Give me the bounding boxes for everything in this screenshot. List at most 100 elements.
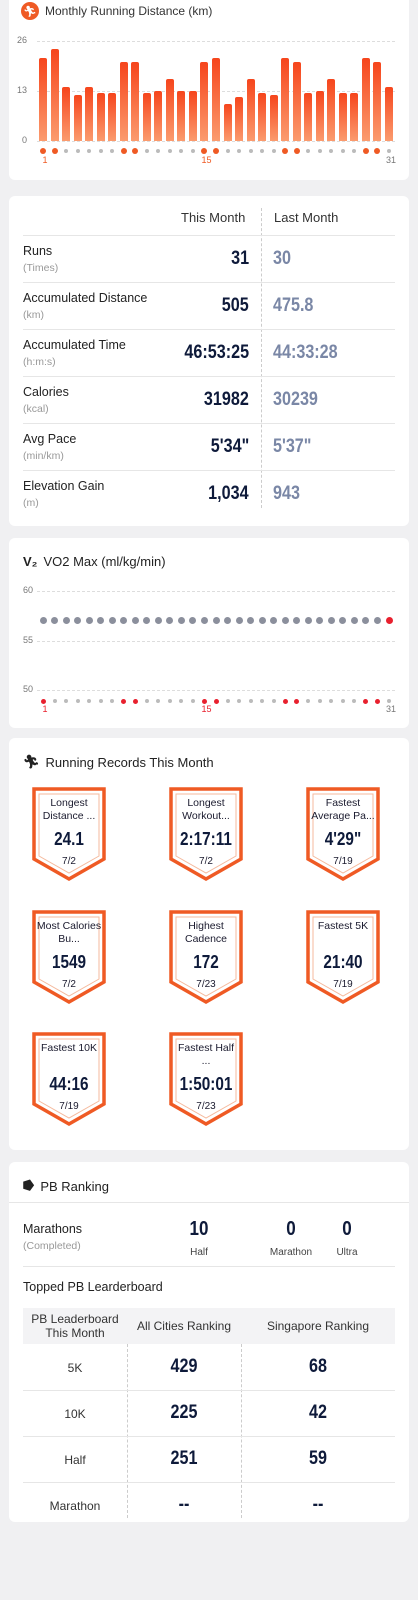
vo2-point[interactable] — [85, 617, 93, 625]
vo2-point[interactable] — [131, 617, 139, 625]
summary-this-month-value: 505 — [222, 295, 249, 316]
distance-bar[interactable] — [338, 92, 347, 141]
distance-bar[interactable] — [304, 92, 313, 141]
vo2-point[interactable] — [373, 617, 381, 625]
vo2-point[interactable] — [339, 617, 347, 625]
summary-row: Accumulated Time (h:m:s) 46:53:25 44:33:28 — [9, 330, 409, 377]
vo2-point[interactable] — [177, 617, 185, 625]
record-badge[interactable]: Fastest 10K 44:16 7/19 — [30, 1030, 108, 1127]
table-row-label: 10K — [64, 1407, 86, 1421]
table-row-label: Marathon — [49, 1499, 101, 1513]
distance-bar[interactable] — [108, 92, 117, 141]
distance-bar[interactable] — [119, 62, 128, 141]
distance-bar[interactable] — [50, 48, 59, 141]
vo2-point[interactable] — [154, 617, 162, 625]
vo2-point[interactable] — [200, 617, 208, 625]
distance-bar[interactable] — [142, 92, 151, 141]
vo2-point[interactable] — [327, 617, 335, 625]
distance-bar[interactable] — [315, 91, 324, 141]
distance-bar[interactable] — [188, 91, 197, 141]
distance-bar[interactable] — [39, 58, 47, 141]
distance-bar-chart[interactable]: 26 13 0 1 15 31 — [9, 0, 409, 180]
vo2-point[interactable] — [316, 617, 324, 625]
vo2-point[interactable] — [108, 617, 116, 625]
vo2-point[interactable] — [304, 617, 312, 625]
vo2-point[interactable] — [270, 617, 278, 625]
vo2-point[interactable] — [62, 617, 70, 625]
pb-title: PB Ranking — [40, 1178, 109, 1194]
distance-bar[interactable] — [212, 58, 220, 141]
distance-bar[interactable] — [165, 79, 174, 141]
distance-bar[interactable] — [96, 92, 105, 141]
distance-bar[interactable] — [361, 58, 370, 141]
distance-bar[interactable] — [200, 62, 209, 141]
vo2-point[interactable] — [143, 617, 151, 625]
vo2-point[interactable] — [350, 617, 358, 625]
vo2-point[interactable] — [39, 617, 47, 625]
distance-bar[interactable] — [246, 79, 255, 141]
record-badge[interactable]: Fastest Average Pa... 4'29" 7/19 — [304, 785, 382, 882]
grid-line — [37, 640, 395, 642]
record-value: 172 — [193, 952, 219, 972]
marathon-count-value: 0 — [286, 1218, 296, 1240]
distance-bar[interactable] — [258, 92, 267, 141]
vo2-point[interactable] — [74, 617, 82, 625]
summary-row-label: Accumulated Distance — [23, 291, 148, 305]
distance-bar[interactable] — [292, 62, 301, 141]
vo2-point[interactable] — [247, 617, 255, 625]
distance-bar[interactable] — [327, 79, 336, 141]
day-dot — [87, 699, 92, 703]
divider — [23, 1266, 395, 1267]
records-card: 🏃︎ Running Records This Month Longest Di… — [9, 738, 409, 1150]
vo2-point[interactable] — [224, 617, 232, 625]
summary-row-label: Runs — [23, 244, 53, 258]
distance-bar[interactable] — [223, 104, 232, 141]
day-dot — [352, 149, 357, 153]
distance-bar[interactable] — [350, 92, 359, 141]
day-dot — [156, 149, 161, 153]
distance-bar[interactable] — [85, 87, 94, 141]
vo2-point[interactable] — [189, 617, 197, 625]
distance-bar[interactable] — [269, 94, 278, 141]
vo2-point[interactable] — [235, 617, 243, 625]
distance-bar[interactable] — [154, 91, 163, 141]
vo2-point[interactable] — [258, 617, 266, 625]
x-tick-label: 1 — [42, 704, 48, 714]
record-badge[interactable]: Fastest 5K 21:40 7/19 — [304, 908, 382, 1005]
records-title: Running Records This Month — [45, 754, 214, 770]
record-title: Fastest 10K — [40, 1042, 98, 1054]
record-badge[interactable]: Highest Cadence 172 7/23 — [167, 908, 245, 1005]
record-badge[interactable]: Fastest Half ... 1:50:01 7/23 — [167, 1030, 245, 1127]
records-header: 🏃︎ Running Records This Month — [23, 754, 214, 770]
vo2-point[interactable] — [362, 617, 370, 625]
distance-bar[interactable] — [385, 87, 393, 141]
vo2-point[interactable] — [281, 617, 289, 625]
distance-bar[interactable] — [62, 87, 71, 141]
record-title: Highest Cadence — [184, 920, 228, 945]
day-dot — [179, 699, 184, 703]
vo2-point[interactable] — [212, 617, 220, 625]
day-dot — [260, 149, 265, 153]
vo2-point[interactable] — [97, 617, 105, 625]
record-value: 2:17:11 — [180, 829, 232, 849]
vo2-point[interactable] — [293, 617, 301, 625]
record-badge[interactable]: Longest Distance ... 24.1 7/2 — [30, 785, 108, 882]
record-badge[interactable]: Most Calories Bu... 1549 7/2 — [30, 908, 108, 1005]
record-badge[interactable]: Longest Workout... 2:17:11 7/2 — [167, 785, 245, 882]
distance-bar[interactable] — [73, 94, 82, 141]
divider — [23, 282, 395, 283]
vo2-point[interactable] — [166, 617, 174, 625]
marathons-sub: (Completed) — [23, 1240, 81, 1252]
vo2-point[interactable] — [385, 617, 393, 625]
distance-bar[interactable] — [177, 91, 186, 141]
distance-bar[interactable] — [131, 62, 140, 141]
vo2-point[interactable] — [120, 617, 128, 625]
distance-bar[interactable] — [281, 58, 290, 141]
record-value: 1549 — [51, 952, 87, 972]
distance-bar[interactable] — [235, 96, 244, 141]
vo2-point[interactable] — [51, 617, 59, 625]
y-tick-label: 0 — [21, 135, 27, 145]
vo2-header: V₂ VO2 Max (ml/kg/min) — [23, 554, 166, 569]
distance-bar[interactable] — [373, 62, 382, 141]
vo2-chart[interactable]: 60 55 50 1 15 31 — [9, 538, 409, 728]
